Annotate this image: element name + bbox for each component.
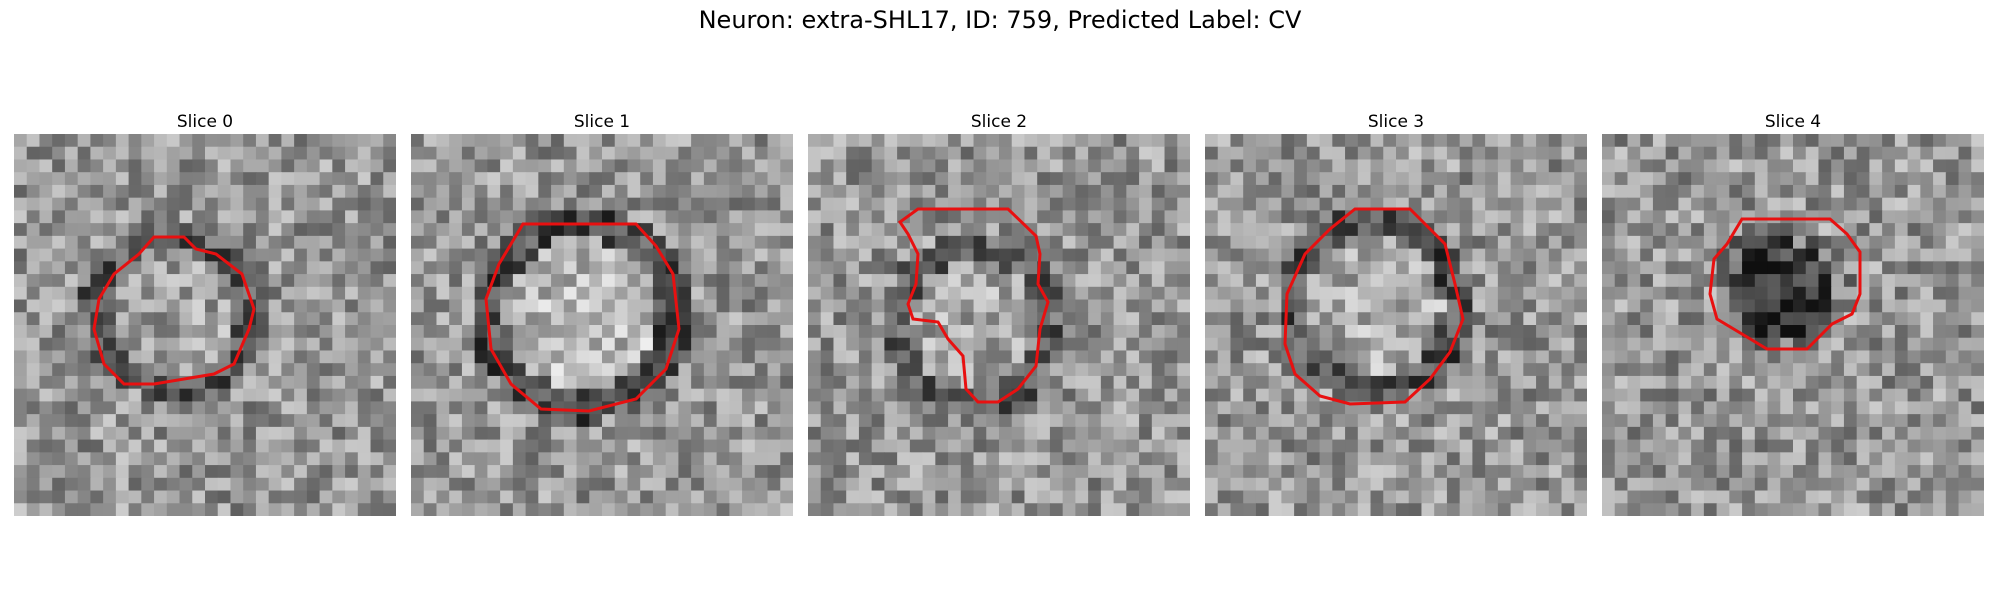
slice-image-1 [411, 134, 793, 516]
neuron-contour [1708, 217, 1862, 351]
neuron-contour [897, 207, 1050, 404]
figure-title: Neuron: extra-SHL17, ID: 759, Predicted … [698, 6, 1302, 34]
grayscale-tile-grid [1602, 134, 1984, 516]
grayscale-tile-grid [1205, 134, 1587, 516]
grayscale-tile-grid [14, 134, 396, 516]
slice-image-4 [1602, 134, 1984, 516]
slice-title-4: Slice 4 [1764, 112, 1822, 132]
neuron-contour [484, 222, 681, 413]
slice-image-3 [1205, 134, 1587, 516]
grayscale-tile-grid [808, 134, 1190, 516]
grayscale-tile-grid [411, 134, 793, 516]
slice-panel-0: Slice 0 [14, 110, 396, 516]
slice-panel-1: Slice 1 [411, 110, 793, 516]
slice-image-0 [14, 134, 396, 516]
slice-title-0: Slice 0 [176, 112, 234, 132]
slice-title-2: Slice 2 [970, 112, 1028, 132]
slice-panel-2: Slice 2 [808, 110, 1190, 516]
neuron-contour [1283, 207, 1465, 406]
neuron-contour [92, 235, 256, 386]
slice-panel-4: Slice 4 [1602, 110, 1984, 516]
slice-title-1: Slice 1 [573, 112, 631, 132]
slice-image-2 [808, 134, 1190, 516]
slice-panel-3: Slice 3 [1205, 110, 1587, 516]
slice-title-3: Slice 3 [1367, 112, 1425, 132]
